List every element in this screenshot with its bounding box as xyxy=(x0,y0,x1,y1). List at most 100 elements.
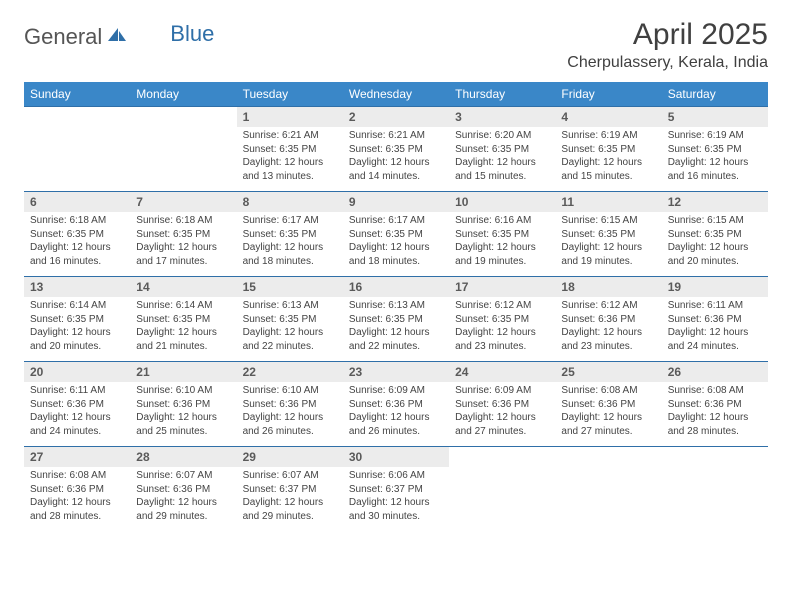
daylight-text: Daylight: 12 hours and 14 minutes. xyxy=(349,156,443,183)
day-detail: Sunrise: 6:16 AMSunset: 6:35 PMDaylight:… xyxy=(449,212,555,277)
day-detail: Sunrise: 6:14 AMSunset: 6:35 PMDaylight:… xyxy=(24,297,130,362)
calendar-table: Sunday Monday Tuesday Wednesday Thursday… xyxy=(24,82,768,531)
daylight-text: Daylight: 12 hours and 22 minutes. xyxy=(349,326,443,353)
day-number: 9 xyxy=(343,192,449,213)
daylight-text: Daylight: 12 hours and 26 minutes. xyxy=(243,411,337,438)
day-number: 2 xyxy=(343,107,449,128)
sunrise-text: Sunrise: 6:07 AM xyxy=(136,469,230,483)
day-number xyxy=(555,447,661,468)
sunrise-text: Sunrise: 6:08 AM xyxy=(561,384,655,398)
day-detail: Sunrise: 6:17 AMSunset: 6:35 PMDaylight:… xyxy=(343,212,449,277)
detail-row: Sunrise: 6:14 AMSunset: 6:35 PMDaylight:… xyxy=(24,297,768,362)
detail-row: Sunrise: 6:21 AMSunset: 6:35 PMDaylight:… xyxy=(24,127,768,192)
detail-row: Sunrise: 6:18 AMSunset: 6:35 PMDaylight:… xyxy=(24,212,768,277)
day-header: Monday xyxy=(130,82,236,107)
daylight-text: Daylight: 12 hours and 27 minutes. xyxy=(561,411,655,438)
daylight-text: Daylight: 12 hours and 18 minutes. xyxy=(243,241,337,268)
day-detail: Sunrise: 6:12 AMSunset: 6:35 PMDaylight:… xyxy=(449,297,555,362)
page-header: General Blue April 2025 Cherpulassery, K… xyxy=(24,18,768,72)
page-title: April 2025 xyxy=(567,18,768,52)
day-header: Thursday xyxy=(449,82,555,107)
day-number: 26 xyxy=(662,362,768,383)
day-number: 6 xyxy=(24,192,130,213)
sunset-text: Sunset: 6:36 PM xyxy=(455,398,549,412)
day-detail: Sunrise: 6:20 AMSunset: 6:35 PMDaylight:… xyxy=(449,127,555,192)
daylight-text: Daylight: 12 hours and 25 minutes. xyxy=(136,411,230,438)
sunrise-text: Sunrise: 6:17 AM xyxy=(349,214,443,228)
sunset-text: Sunset: 6:35 PM xyxy=(668,143,762,157)
sunset-text: Sunset: 6:35 PM xyxy=(349,313,443,327)
sunset-text: Sunset: 6:35 PM xyxy=(561,143,655,157)
day-detail: Sunrise: 6:09 AMSunset: 6:36 PMDaylight:… xyxy=(343,382,449,447)
daylight-text: Daylight: 12 hours and 19 minutes. xyxy=(455,241,549,268)
sunrise-text: Sunrise: 6:14 AM xyxy=(136,299,230,313)
sunrise-text: Sunrise: 6:19 AM xyxy=(668,129,762,143)
location: Cherpulassery, Kerala, India xyxy=(567,54,768,72)
sunset-text: Sunset: 6:36 PM xyxy=(30,398,124,412)
day-detail: Sunrise: 6:14 AMSunset: 6:35 PMDaylight:… xyxy=(130,297,236,362)
sunset-text: Sunset: 6:35 PM xyxy=(136,228,230,242)
day-detail: Sunrise: 6:09 AMSunset: 6:36 PMDaylight:… xyxy=(449,382,555,447)
sunset-text: Sunset: 6:36 PM xyxy=(243,398,337,412)
sunset-text: Sunset: 6:35 PM xyxy=(243,228,337,242)
day-detail: Sunrise: 6:10 AMSunset: 6:36 PMDaylight:… xyxy=(237,382,343,447)
sunrise-text: Sunrise: 6:08 AM xyxy=(668,384,762,398)
logo-text-blue: Blue xyxy=(170,21,214,47)
sunset-text: Sunset: 6:36 PM xyxy=(668,398,762,412)
sunset-text: Sunset: 6:35 PM xyxy=(349,143,443,157)
sunrise-text: Sunrise: 6:07 AM xyxy=(243,469,337,483)
sunset-text: Sunset: 6:36 PM xyxy=(136,483,230,497)
day-number: 10 xyxy=(449,192,555,213)
day-header: Saturday xyxy=(662,82,768,107)
day-detail xyxy=(449,467,555,531)
sunrise-text: Sunrise: 6:09 AM xyxy=(349,384,443,398)
sunset-text: Sunset: 6:35 PM xyxy=(561,228,655,242)
sunrise-text: Sunrise: 6:20 AM xyxy=(455,129,549,143)
day-number: 1 xyxy=(237,107,343,128)
day-detail: Sunrise: 6:11 AMSunset: 6:36 PMDaylight:… xyxy=(662,297,768,362)
sunrise-text: Sunrise: 6:09 AM xyxy=(455,384,549,398)
day-detail: Sunrise: 6:18 AMSunset: 6:35 PMDaylight:… xyxy=(24,212,130,277)
day-detail: Sunrise: 6:07 AMSunset: 6:37 PMDaylight:… xyxy=(237,467,343,531)
day-detail xyxy=(662,467,768,531)
daylight-text: Daylight: 12 hours and 16 minutes. xyxy=(30,241,124,268)
daylight-text: Daylight: 12 hours and 24 minutes. xyxy=(30,411,124,438)
day-number: 30 xyxy=(343,447,449,468)
daylight-text: Daylight: 12 hours and 28 minutes. xyxy=(668,411,762,438)
day-number: 15 xyxy=(237,277,343,298)
sunrise-text: Sunrise: 6:06 AM xyxy=(349,469,443,483)
day-number: 23 xyxy=(343,362,449,383)
day-detail xyxy=(24,127,130,192)
daylight-text: Daylight: 12 hours and 23 minutes. xyxy=(455,326,549,353)
day-number: 4 xyxy=(555,107,661,128)
day-detail: Sunrise: 6:12 AMSunset: 6:36 PMDaylight:… xyxy=(555,297,661,362)
sunset-text: Sunset: 6:36 PM xyxy=(136,398,230,412)
daylight-text: Daylight: 12 hours and 20 minutes. xyxy=(668,241,762,268)
day-detail: Sunrise: 6:08 AMSunset: 6:36 PMDaylight:… xyxy=(555,382,661,447)
sunrise-text: Sunrise: 6:16 AM xyxy=(455,214,549,228)
day-number: 28 xyxy=(130,447,236,468)
daylight-text: Daylight: 12 hours and 16 minutes. xyxy=(668,156,762,183)
title-block: April 2025 Cherpulassery, Kerala, India xyxy=(567,18,768,72)
sunset-text: Sunset: 6:35 PM xyxy=(455,313,549,327)
daylight-text: Daylight: 12 hours and 22 minutes. xyxy=(243,326,337,353)
daylight-text: Daylight: 12 hours and 27 minutes. xyxy=(455,411,549,438)
day-detail xyxy=(130,127,236,192)
day-number: 19 xyxy=(662,277,768,298)
day-detail: Sunrise: 6:18 AMSunset: 6:35 PMDaylight:… xyxy=(130,212,236,277)
daylight-text: Daylight: 12 hours and 29 minutes. xyxy=(243,496,337,523)
day-detail xyxy=(555,467,661,531)
daylight-text: Daylight: 12 hours and 19 minutes. xyxy=(561,241,655,268)
daylight-text: Daylight: 12 hours and 21 minutes. xyxy=(136,326,230,353)
daylight-text: Daylight: 12 hours and 29 minutes. xyxy=(136,496,230,523)
sunrise-text: Sunrise: 6:13 AM xyxy=(349,299,443,313)
day-number: 14 xyxy=(130,277,236,298)
detail-row: Sunrise: 6:11 AMSunset: 6:36 PMDaylight:… xyxy=(24,382,768,447)
day-number xyxy=(662,447,768,468)
day-number: 18 xyxy=(555,277,661,298)
day-number: 25 xyxy=(555,362,661,383)
day-number: 7 xyxy=(130,192,236,213)
day-header-row: Sunday Monday Tuesday Wednesday Thursday… xyxy=(24,82,768,107)
sunset-text: Sunset: 6:35 PM xyxy=(30,228,124,242)
sunrise-text: Sunrise: 6:17 AM xyxy=(243,214,337,228)
